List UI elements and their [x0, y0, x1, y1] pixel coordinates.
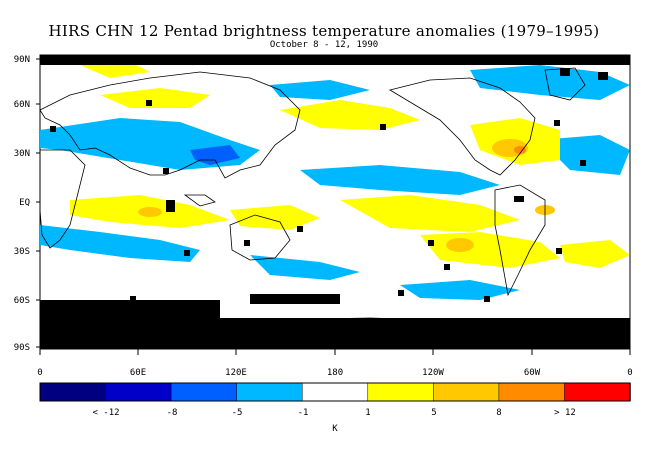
negative-anomaly-band: [300, 165, 500, 195]
colorbar-swatch: [39, 382, 107, 402]
colorbar-label: -1: [298, 408, 309, 418]
missing-data-south-edge: [250, 294, 340, 304]
negative-anomaly-band: [540, 135, 630, 175]
missing-data-box: [560, 68, 570, 76]
lat-label-90n: 90N: [14, 55, 30, 65]
negative-anomaly-band: [470, 65, 630, 100]
positive-anomaly-band: [80, 62, 150, 78]
lon-label-120w: 120W: [422, 368, 444, 378]
coastline-eurasia: [39, 71, 301, 179]
colorbar-swatches: [39, 382, 631, 402]
coastline-south-america: [494, 184, 546, 297]
negative-anomaly-band: [400, 280, 520, 300]
missing-data-box: [580, 160, 586, 166]
missing-data-box: [146, 100, 152, 106]
map-subtitle: October 8 - 12, 1990: [269, 40, 379, 50]
missing-data-box: [444, 264, 450, 270]
missing-data: [40, 55, 630, 349]
lon-label-60w: 60W: [524, 368, 541, 378]
colorbar-swatch: [433, 382, 500, 402]
negative-anomaly-band: [270, 80, 370, 100]
missing-data-box: [554, 120, 560, 126]
positive-anomaly-band: [340, 195, 520, 232]
coastline-north-america: [388, 77, 536, 176]
coastline-greenland: [544, 67, 586, 101]
missing-data-box: [556, 248, 562, 254]
map-panel: [39, 54, 631, 350]
colorbar-label: -5: [232, 408, 243, 418]
longitude-axis: 0 60E 120E 180 120W 60W 0: [37, 349, 633, 378]
colorbar-swatch: [236, 382, 303, 402]
colorbar-unit: K: [332, 424, 338, 434]
colorbar-swatch: [498, 382, 566, 402]
lon-label-0: 0: [37, 368, 42, 378]
colorbar-swatch: [105, 382, 172, 402]
map-title: HIRS CHN 12 Pentad brightness temperatur…: [48, 22, 600, 40]
coastline-australia: [229, 214, 291, 261]
missing-data-box: [514, 196, 524, 202]
missing-data-box: [428, 240, 434, 246]
missing-data-south-pole: [40, 318, 630, 349]
lon-label-60e: 60E: [130, 368, 146, 378]
lat-label-90s: 90S: [14, 343, 30, 353]
missing-data-box: [598, 72, 608, 80]
colorbar-swatch: [564, 382, 631, 402]
lon-label-0-east: 0: [627, 368, 632, 378]
colorbar-frame: [39, 382, 631, 402]
positive-anomaly-band: [280, 100, 420, 130]
missing-data-box: [130, 296, 136, 302]
colorbar-label: > 12: [554, 408, 576, 418]
colorbar-label: < -12: [92, 408, 119, 418]
positive-anomaly-band: [230, 205, 320, 230]
missing-data-south-edge: [40, 300, 220, 318]
coastline-antarctica: [39, 315, 631, 323]
missing-data-box: [398, 290, 404, 296]
colorbar-label: 8: [496, 408, 501, 418]
colorbar-label: -8: [167, 408, 178, 418]
colorbar-swatch: [170, 382, 238, 402]
lat-label-30s: 30S: [14, 247, 30, 257]
missing-data-box: [297, 226, 303, 232]
negative-anomaly-band: [40, 225, 200, 262]
warm-anomaly-spot: [138, 207, 162, 217]
colorbar-label: 1: [365, 408, 370, 418]
coastlines: [39, 67, 631, 323]
warm-anomaly-spot: [514, 146, 526, 154]
coastline-indonesia: [183, 194, 216, 207]
missing-data-box: [484, 296, 490, 302]
lon-label-180: 180: [327, 368, 343, 378]
latitude-axis: 90N 60N 30N EQ 30S 60S 90S: [14, 55, 40, 353]
positive-anomaly-band: [560, 240, 630, 268]
negative-anomaly-band: [250, 255, 360, 280]
missing-data-box: [166, 200, 175, 212]
colorbar-swatch: [301, 382, 369, 402]
lat-label-60s: 60S: [14, 296, 30, 306]
colorbar: < -12 -8 -5 -1 1 5 8 > 12 K: [39, 382, 631, 434]
lon-label-120e: 120E: [225, 368, 247, 378]
coastline-africa: [39, 149, 86, 249]
colorbar-label: 5: [431, 408, 436, 418]
colorbar-swatch: [367, 382, 435, 402]
missing-data-box: [380, 124, 386, 130]
missing-data-top-strip: [40, 55, 630, 65]
warm-anomaly-spot: [446, 238, 474, 252]
lat-label-60n: 60N: [14, 100, 30, 110]
missing-data-box: [244, 240, 250, 246]
missing-data-box: [50, 126, 56, 132]
positive-anomaly-band: [100, 88, 210, 108]
anomaly-fields: [40, 62, 630, 300]
lat-label-30n: 30N: [14, 149, 30, 159]
missing-data-box: [184, 250, 190, 256]
missing-data-box: [163, 168, 169, 174]
lat-label-eq: EQ: [19, 198, 30, 208]
